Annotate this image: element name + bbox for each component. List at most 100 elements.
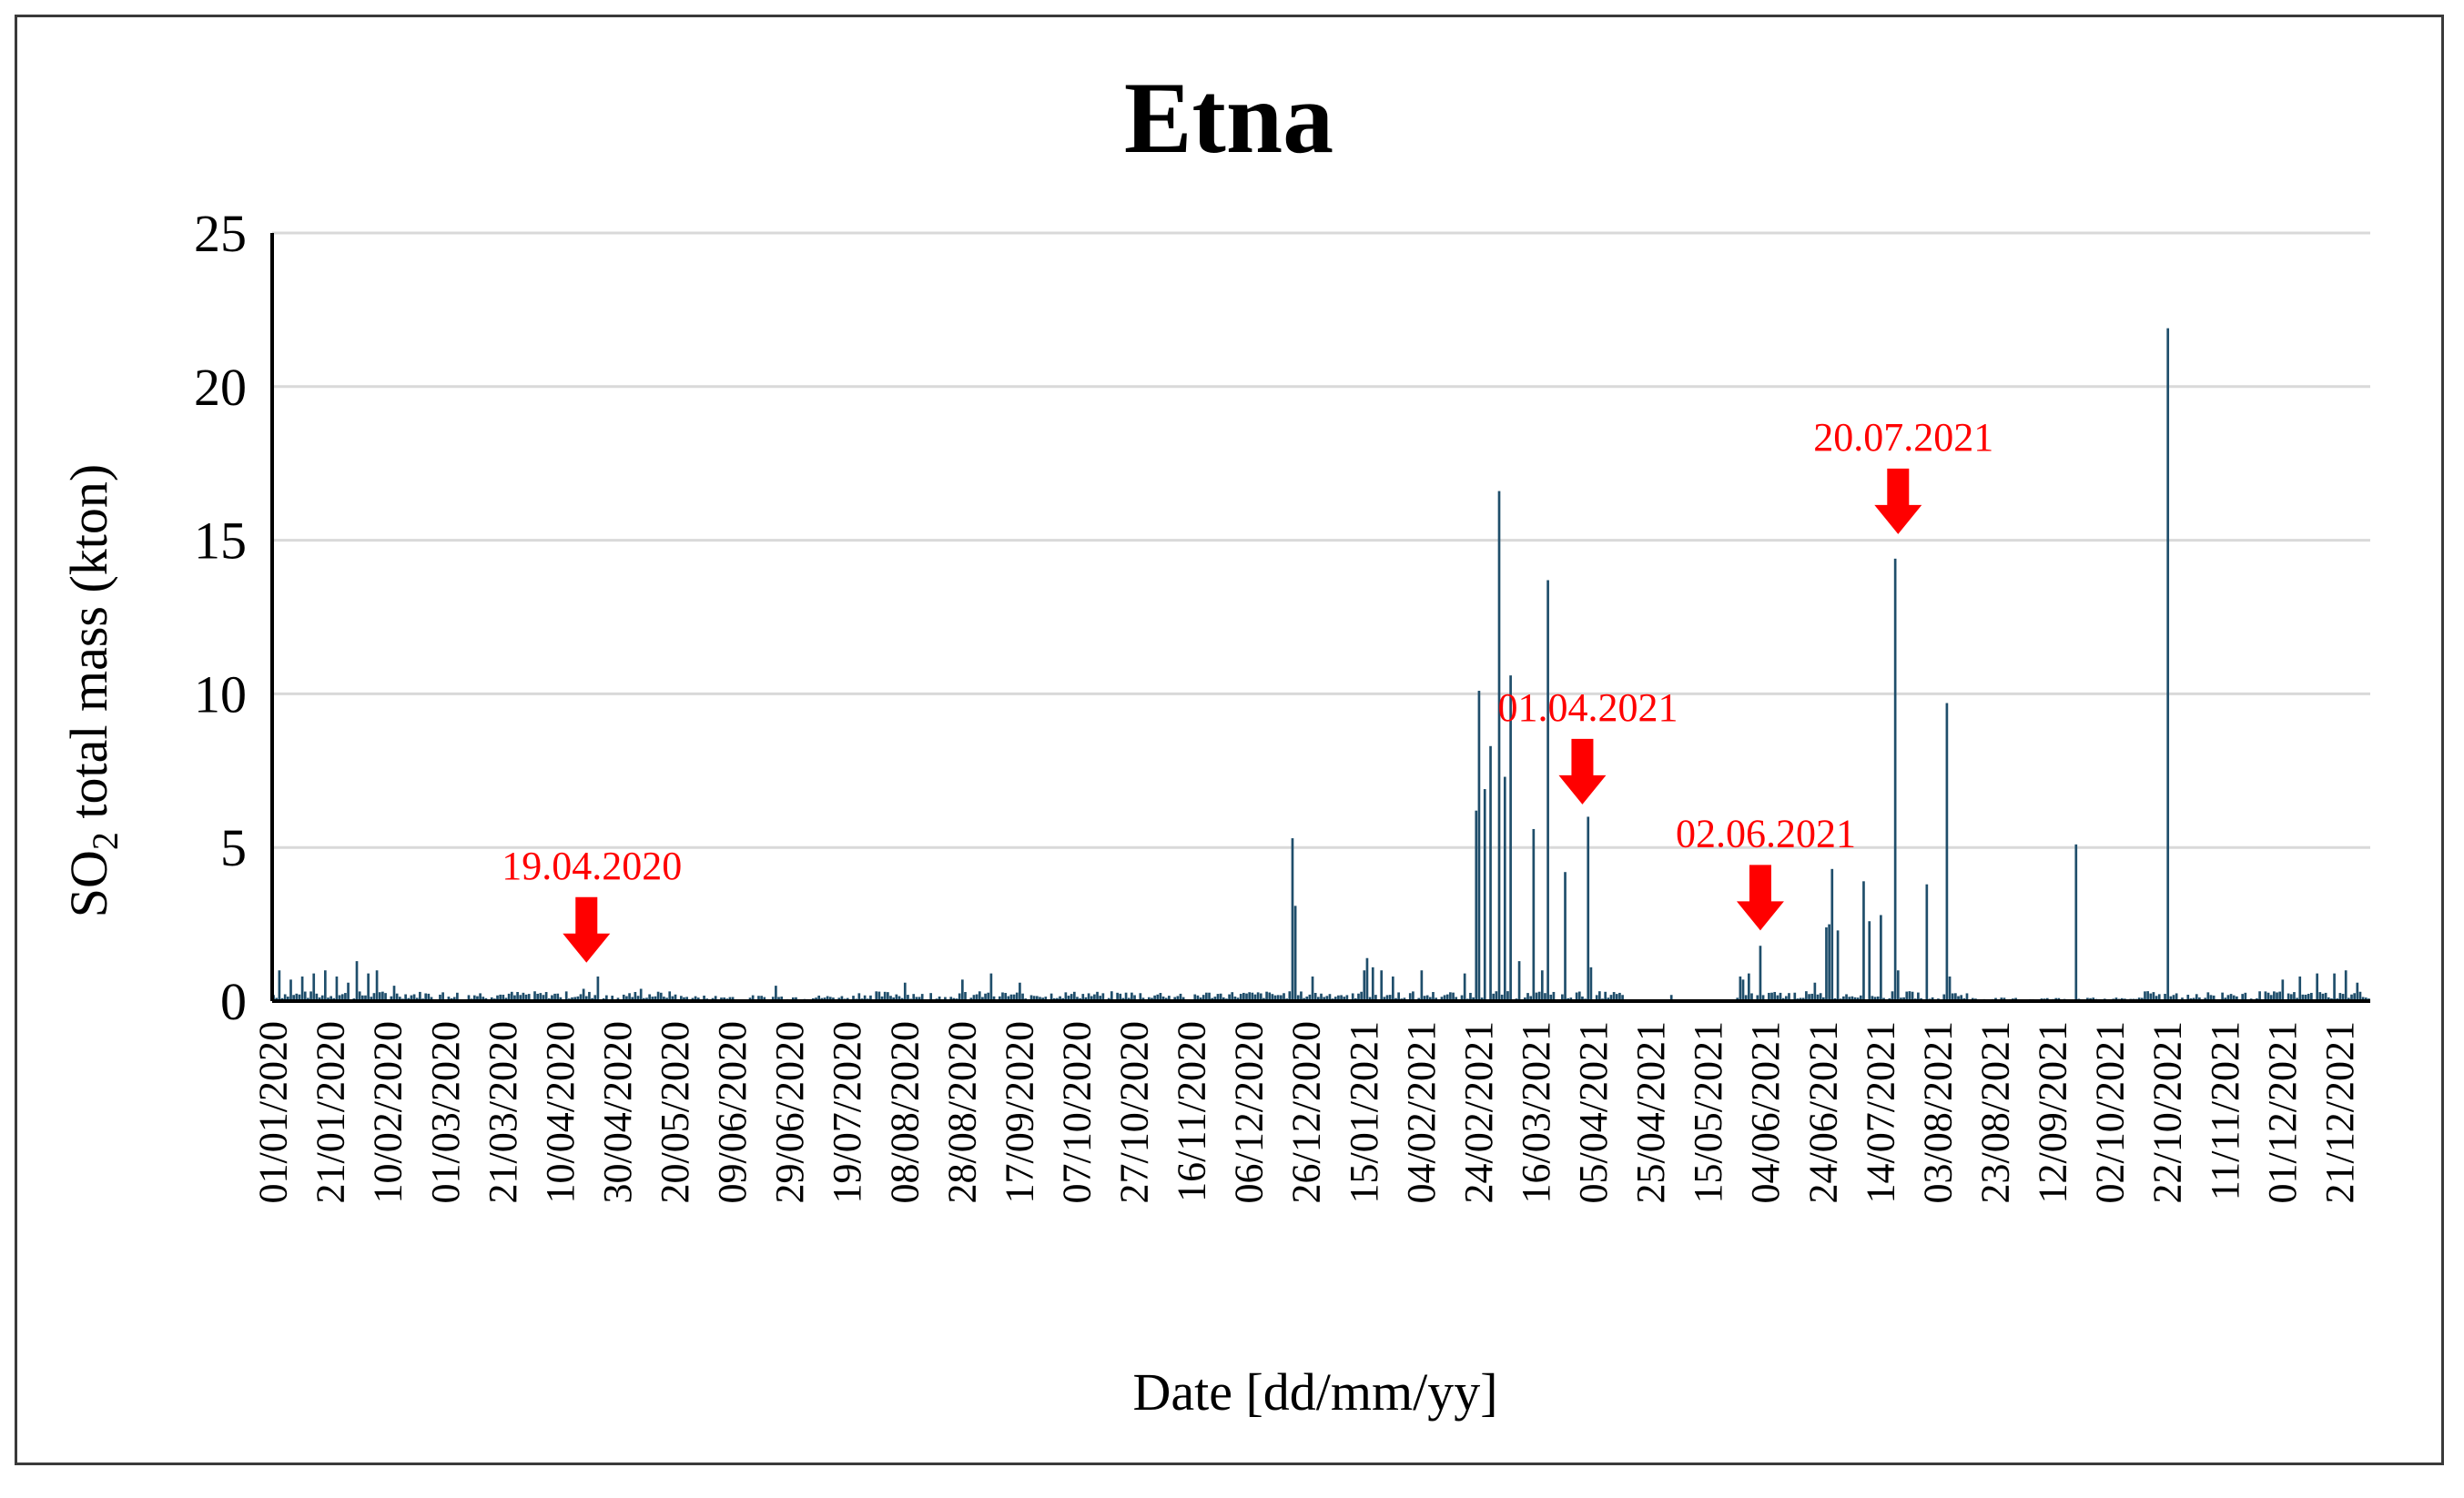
x-tick-label: 01/12/2021 (2260, 1021, 2305, 1203)
bar (1615, 994, 1618, 1001)
bar (989, 973, 993, 1001)
bar (1029, 995, 1033, 1001)
bar (1007, 996, 1010, 1001)
axes (270, 233, 2370, 1003)
bar (344, 993, 347, 1001)
bar (1296, 995, 1300, 1001)
bar (378, 992, 381, 1001)
bar (2241, 994, 2245, 1001)
bar (452, 997, 456, 1001)
bar (2195, 994, 2198, 1001)
bar (2338, 993, 2342, 1001)
bar (1363, 970, 1366, 1001)
bar (1544, 993, 1546, 1001)
bar (2287, 993, 2290, 1001)
bar (1248, 992, 1252, 1001)
bar (490, 997, 493, 1001)
bar (984, 993, 987, 1001)
x-tick-label: 07/10/2020 (1054, 1021, 1099, 1203)
bar (1612, 992, 1616, 1001)
x-tick-label: 20/05/2020 (653, 1021, 697, 1203)
bar (358, 991, 361, 1001)
bar (1159, 993, 1162, 1001)
bar (679, 996, 683, 1001)
bar (384, 993, 387, 1001)
bar (1343, 997, 1346, 1001)
bar (1472, 997, 1475, 1001)
bar (1087, 993, 1090, 1001)
bar (2221, 992, 2224, 1001)
bar (2278, 991, 2282, 1001)
bar (1808, 994, 1810, 1001)
bar (2301, 994, 2305, 1001)
bar (1268, 992, 1272, 1001)
bar (2206, 992, 2210, 1001)
bar (1323, 997, 1325, 1001)
bar (1351, 993, 1354, 1001)
x-tick-label: 08/08/2020 (882, 1021, 927, 1203)
x-tick-label: 21/01/2020 (309, 1021, 353, 1203)
bar (447, 997, 451, 1001)
chart-canvas: Etna 0 5 10 15 20 25 01/01/2020 21/01/2020 10/0… (59, 62, 2370, 1422)
bar (496, 995, 499, 1001)
bar (944, 997, 947, 1001)
bar (929, 993, 933, 1001)
bar (412, 994, 416, 1001)
bar (1219, 993, 1222, 1001)
bar (987, 992, 990, 1001)
bar (593, 995, 597, 1001)
bar (1945, 703, 1949, 1001)
bar (1759, 946, 1762, 1001)
bar (2226, 995, 2230, 1001)
bar (2157, 994, 2161, 1001)
bar (539, 993, 542, 1001)
annotations: 19.04.2020 01.04.2021 02.06.2021 20.07.2021 (502, 415, 1993, 963)
bar (1412, 991, 1415, 1001)
bar (757, 996, 760, 1001)
bar (364, 995, 367, 1001)
bar (1222, 997, 1225, 1001)
bar (840, 996, 844, 1001)
x-tick-label: 24/06/2021 (1800, 1021, 1845, 1203)
bar (360, 995, 364, 1001)
bar (338, 995, 341, 1001)
bar (370, 997, 373, 1001)
bar (278, 970, 281, 1001)
bar (2298, 976, 2302, 1001)
bar (1526, 993, 1529, 1001)
bar (1768, 992, 1770, 1001)
bar (596, 976, 600, 1001)
bar (605, 995, 608, 1001)
bar (1131, 992, 1133, 1001)
bar (1388, 995, 1392, 1001)
bar (2276, 992, 2278, 1001)
bar (1902, 997, 1905, 1001)
x-tick-label: 01/01/2020 (251, 1021, 296, 1203)
bar (1532, 828, 1536, 1001)
bar (2244, 992, 2247, 1001)
bar (1012, 994, 1016, 1001)
bar (2353, 993, 2356, 1001)
bar (671, 996, 674, 1001)
bar (1110, 991, 1113, 1001)
x-tick-label: 06/12/2020 (1227, 1021, 1272, 1203)
bar (1213, 997, 1217, 1001)
bar (897, 996, 901, 1001)
bar (1139, 993, 1142, 1001)
bar (703, 995, 705, 1001)
bar (527, 994, 531, 1001)
bar (1271, 994, 1274, 1001)
bar (536, 993, 540, 1001)
bar (1317, 997, 1320, 1001)
bar (564, 991, 568, 1001)
bar (573, 997, 577, 1001)
bar (430, 997, 433, 1001)
annotation-label: 20.07.2021 (1813, 415, 1993, 460)
bar (2164, 994, 2166, 1001)
bar (978, 991, 981, 1001)
bar (1954, 993, 1957, 1001)
bar (918, 997, 921, 1001)
bar (2304, 994, 2307, 1001)
bar (367, 973, 370, 1001)
bar (1810, 993, 1814, 1001)
